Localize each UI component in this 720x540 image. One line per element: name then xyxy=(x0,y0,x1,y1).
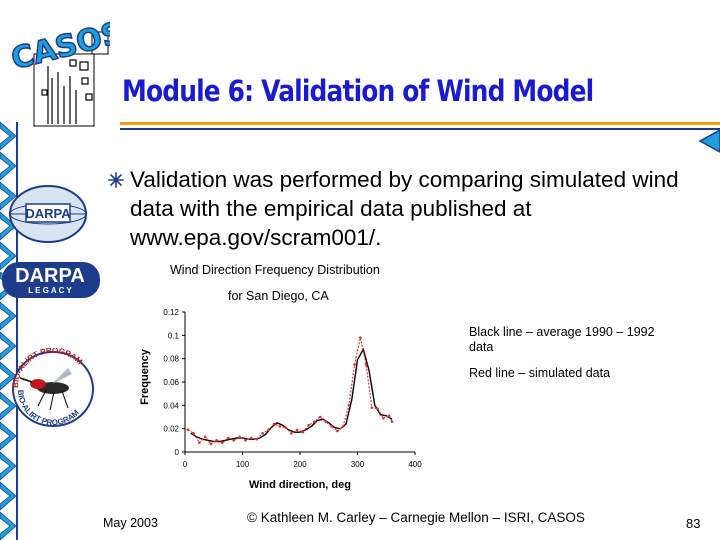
y-tick-label: 0.08 xyxy=(163,355,179,364)
bio-alirt-logo: BIO-ALIRT PROGRAM BIO-ALIRT PROGRAM xyxy=(11,348,94,427)
strip-line xyxy=(16,122,18,540)
casos-logo: CASOS xyxy=(7,6,128,128)
strip-chevron xyxy=(0,151,17,181)
simulated-point xyxy=(290,432,293,435)
bullet-text: Validation was performed by comparing si… xyxy=(130,167,679,250)
simulated-point xyxy=(336,429,339,433)
y-axis-label: Frequency xyxy=(139,348,151,405)
y-tick-label: 0.12 xyxy=(163,308,179,317)
title-divider xyxy=(120,122,720,130)
strip-chevron xyxy=(0,301,17,331)
simulated-point xyxy=(318,415,322,419)
x-tick-label: 400 xyxy=(408,460,422,469)
series-average-line xyxy=(190,347,393,443)
y-tick-label: 0.04 xyxy=(163,401,179,410)
simulated-point xyxy=(249,436,253,440)
corner-arrow-icon xyxy=(698,129,720,153)
y-tick-label: 0.1 xyxy=(168,331,180,340)
snowflake-bullet-icon xyxy=(108,172,124,188)
simulated-point xyxy=(382,416,385,420)
simulated-point xyxy=(232,439,236,442)
footer-copyright: © Kathleen M. Carley – Carnegie Mellon –… xyxy=(247,510,585,525)
simulated-point xyxy=(192,432,195,435)
chart-caption-line1: Wind Direction Frequency Distribution xyxy=(170,263,380,277)
simulated-point xyxy=(255,437,259,441)
x-tick-label: 300 xyxy=(351,460,365,469)
annotation-simulated-data: Red line – simulated data xyxy=(469,366,611,380)
simulated-point xyxy=(313,420,316,423)
chart-caption-line2: for San Diego, CA xyxy=(228,289,329,303)
simulated-point xyxy=(244,439,247,442)
simulated-point xyxy=(390,420,394,423)
simulated-point xyxy=(221,441,224,444)
simulated-point xyxy=(359,336,362,339)
x-axis-label: Wind direction, deg xyxy=(249,479,351,491)
simulated-point xyxy=(364,363,368,366)
simulated-point xyxy=(215,439,218,442)
simulated-point xyxy=(324,420,328,423)
strip-chevron xyxy=(0,511,17,540)
slide-title: Module 6: Validation of Wind Model xyxy=(122,74,594,108)
simulated-point xyxy=(278,425,282,428)
y-tick-label: 0 xyxy=(175,448,180,457)
x-tick-label: 0 xyxy=(183,460,188,469)
simulated-point xyxy=(353,363,356,366)
x-tick-label: 200 xyxy=(293,460,307,469)
simulated-point xyxy=(226,436,230,440)
mosquito-icon xyxy=(19,368,72,411)
darpa-legacy-title: DARPA xyxy=(15,265,85,287)
simulated-point xyxy=(261,432,264,435)
simulated-point xyxy=(238,435,241,439)
simulated-point xyxy=(370,406,374,409)
strip-chevron xyxy=(0,481,17,511)
simulated-point xyxy=(376,407,379,411)
wind-frequency-chart: 0 0.02 0.04 0.06 0.08 0.1 0.12 0 100 200 300 400 Fr… xyxy=(139,308,422,491)
darpa-globe-logo: DARPA xyxy=(9,185,87,243)
simulated-point xyxy=(295,428,299,432)
simulated-point xyxy=(203,435,207,439)
simulated-point xyxy=(284,426,287,429)
simulated-point xyxy=(347,404,351,407)
simulated-point xyxy=(307,423,310,427)
simulated-point xyxy=(330,425,333,428)
y-tick-label: 0.02 xyxy=(163,425,179,434)
simulated-point xyxy=(272,422,276,426)
simulated-point xyxy=(301,430,305,434)
darpa-globe-label: DARPA xyxy=(25,206,71,221)
page-number: 83 xyxy=(686,516,701,531)
simulated-point xyxy=(341,425,345,428)
simulated-point xyxy=(387,414,391,418)
simulated-point xyxy=(198,441,201,444)
simulated-point xyxy=(267,428,270,432)
annotation-average-data: Black line – average 1990 – 1992 data xyxy=(469,325,655,354)
y-tick-label: 0.06 xyxy=(163,378,179,387)
simulated-point xyxy=(209,442,213,446)
x-tick-label: 100 xyxy=(236,460,250,469)
strip-chevron xyxy=(0,451,17,481)
footer-date: May 2003 xyxy=(103,516,158,530)
darpa-legacy-subtitle: L E G A C Y xyxy=(28,286,72,295)
darpa-legacy-logo: DARPA L E G A C Y xyxy=(2,262,100,298)
simulated-point xyxy=(186,428,190,432)
